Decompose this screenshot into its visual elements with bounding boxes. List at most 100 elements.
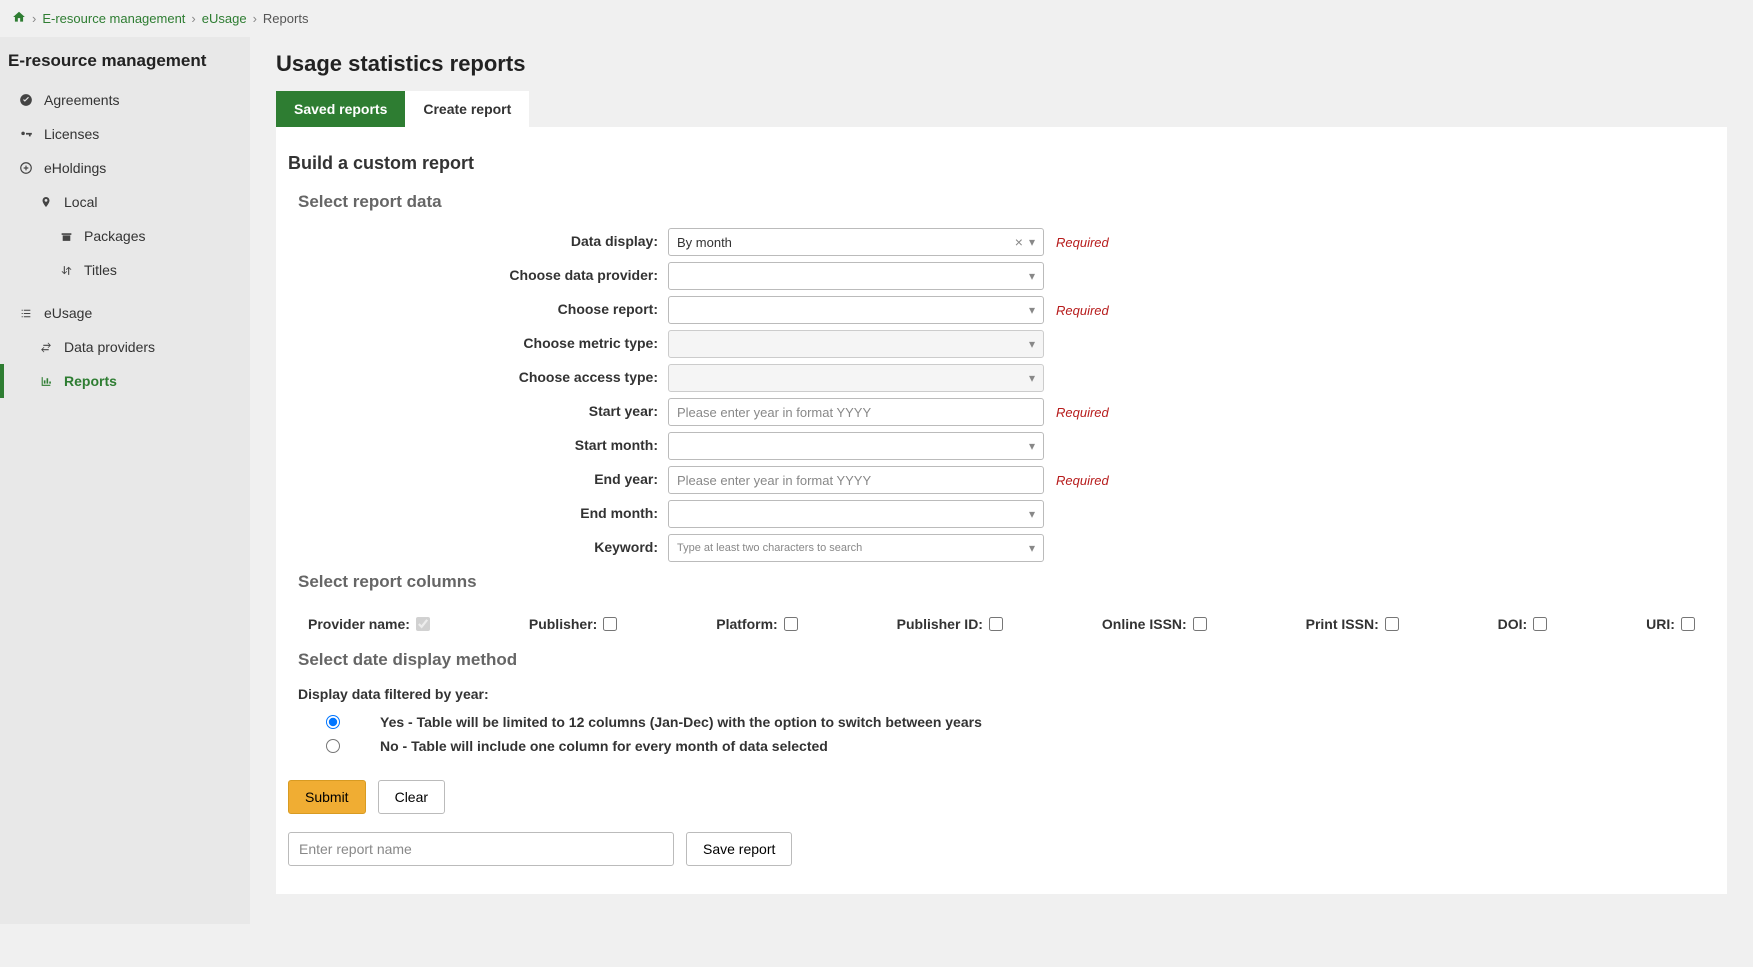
- checkbox-print-issn[interactable]: [1385, 617, 1399, 631]
- radio-heading: Display data filtered by year:: [298, 686, 1715, 702]
- tab-saved-reports[interactable]: Saved reports: [276, 91, 405, 127]
- checkbox-publisher-id[interactable]: [989, 617, 1003, 631]
- checkbox-publisher[interactable]: [603, 617, 617, 631]
- label-start-month: Start month:: [288, 432, 668, 453]
- label-report: Choose report:: [288, 296, 668, 317]
- column-print-issn[interactable]: Print ISSN:: [1306, 616, 1399, 632]
- column-uri[interactable]: URI:: [1646, 616, 1695, 632]
- clear-icon[interactable]: ×: [1015, 234, 1023, 250]
- sidebar-item-licenses[interactable]: Licenses: [0, 117, 250, 151]
- select-end-month[interactable]: ▾: [668, 500, 1044, 528]
- main-content: Usage statistics reports Saved reports C…: [250, 37, 1753, 924]
- column-online-issn[interactable]: Online ISSN:: [1102, 616, 1207, 632]
- select-data-display[interactable]: By month × ▾: [668, 228, 1044, 256]
- checkbox-uri[interactable]: [1681, 617, 1695, 631]
- select-start-month[interactable]: ▾: [668, 432, 1044, 460]
- section-select-data: Select report data: [298, 192, 1715, 212]
- required-tag: Required: [1056, 235, 1109, 250]
- box-icon: [58, 230, 74, 243]
- sidebar-item-label: Agreements: [44, 92, 119, 108]
- input-start-year-wrap: [668, 398, 1044, 426]
- select-value: By month: [677, 235, 1015, 250]
- sidebar: E-resource management Agreements License…: [0, 37, 250, 924]
- breadcrumb: › E-resource management › eUsage › Repor…: [0, 0, 1753, 37]
- sidebar-item-reports[interactable]: Reports: [0, 364, 250, 398]
- column-label: Provider name:: [308, 616, 410, 632]
- sidebar-item-eusage[interactable]: eUsage: [0, 295, 250, 330]
- select-keyword[interactable]: Type at least two characters to search ▾: [668, 534, 1044, 562]
- sidebar-item-eholdings[interactable]: eHoldings: [0, 151, 250, 185]
- sidebar-item-label: eHoldings: [44, 160, 106, 176]
- chevron-down-icon: ▾: [1029, 439, 1035, 453]
- label-metric-type: Choose metric type:: [288, 330, 668, 351]
- label-data-provider: Choose data provider:: [288, 262, 668, 283]
- column-publisher-id[interactable]: Publisher ID:: [897, 616, 1003, 632]
- create-report-panel: Build a custom report Select report data…: [276, 127, 1727, 894]
- radio-yes-row[interactable]: Yes - Table will be limited to 12 column…: [288, 710, 1715, 734]
- breadcrumb-separator: ›: [253, 11, 257, 26]
- select-report[interactable]: ▾: [668, 296, 1044, 324]
- label-start-year: Start year:: [288, 398, 668, 419]
- sidebar-title: E-resource management: [0, 37, 250, 83]
- checkbox-platform[interactable]: [784, 617, 798, 631]
- pin-icon: [38, 195, 54, 209]
- radio-yes-label: Yes - Table will be limited to 12 column…: [380, 714, 982, 730]
- action-row: Submit Clear: [288, 780, 1715, 814]
- column-label: Publisher ID:: [897, 616, 983, 632]
- clear-button[interactable]: Clear: [378, 780, 445, 814]
- column-doi[interactable]: DOI:: [1498, 616, 1548, 632]
- list-icon: [18, 307, 34, 320]
- sidebar-item-label: Packages: [84, 228, 145, 244]
- label-data-display: Data display:: [288, 228, 668, 249]
- required-tag: Required: [1056, 405, 1109, 420]
- column-provider-name[interactable]: Provider name:: [308, 616, 430, 632]
- breadcrumb-link[interactable]: eUsage: [202, 11, 247, 26]
- save-report-button[interactable]: Save report: [686, 832, 792, 866]
- sidebar-item-data-providers[interactable]: Data providers: [0, 330, 250, 364]
- checkbox-doi[interactable]: [1533, 617, 1547, 631]
- column-label: URI:: [1646, 616, 1675, 632]
- submit-button[interactable]: Submit: [288, 780, 366, 814]
- sort-icon: [58, 264, 74, 277]
- sidebar-item-local[interactable]: Local: [0, 185, 250, 219]
- column-publisher[interactable]: Publisher:: [529, 616, 617, 632]
- sidebar-item-titles[interactable]: Titles: [0, 253, 250, 287]
- column-label: Publisher:: [529, 616, 597, 632]
- sidebar-item-label: Local: [64, 194, 97, 210]
- check-circle-icon: [18, 93, 34, 107]
- tabs: Saved reports Create report: [276, 91, 1727, 127]
- select-data-provider[interactable]: ▾: [668, 262, 1044, 290]
- sidebar-item-agreements[interactable]: Agreements: [0, 83, 250, 117]
- column-platform[interactable]: Platform:: [716, 616, 797, 632]
- radio-no-row[interactable]: No - Table will include one column for e…: [288, 734, 1715, 758]
- sidebar-item-label: Titles: [84, 262, 117, 278]
- swap-icon: [38, 341, 54, 354]
- sidebar-item-label: eUsage: [44, 305, 92, 321]
- sidebar-item-packages[interactable]: Packages: [0, 219, 250, 253]
- column-label: Platform:: [716, 616, 777, 632]
- chevron-down-icon: ▾: [1029, 371, 1035, 385]
- checkbox-online-issn[interactable]: [1193, 617, 1207, 631]
- radio-no[interactable]: [326, 739, 340, 753]
- chevron-down-icon: ▾: [1029, 303, 1035, 317]
- checkbox-provider-name: [416, 617, 430, 631]
- build-title: Build a custom report: [288, 153, 1715, 174]
- chevron-down-icon: ▾: [1029, 337, 1035, 351]
- section-select-columns: Select report columns: [298, 572, 1715, 592]
- label-keyword: Keyword:: [288, 534, 668, 555]
- column-label: Print ISSN:: [1306, 616, 1379, 632]
- tab-create-report[interactable]: Create report: [405, 91, 529, 127]
- save-row: Save report: [288, 832, 1715, 866]
- label-access-type: Choose access type:: [288, 364, 668, 385]
- input-start-year[interactable]: [677, 405, 1035, 420]
- sidebar-item-label: Licenses: [44, 126, 99, 142]
- select-metric-type: ▾: [668, 330, 1044, 358]
- report-name-input[interactable]: [288, 832, 674, 866]
- label-end-year: End year:: [288, 466, 668, 487]
- input-end-year[interactable]: [677, 473, 1035, 488]
- chevron-down-icon: ▾: [1029, 541, 1035, 555]
- radio-yes[interactable]: [326, 715, 340, 729]
- breadcrumb-link[interactable]: E-resource management: [42, 11, 185, 26]
- home-icon[interactable]: [12, 10, 26, 27]
- label-end-month: End month:: [288, 500, 668, 521]
